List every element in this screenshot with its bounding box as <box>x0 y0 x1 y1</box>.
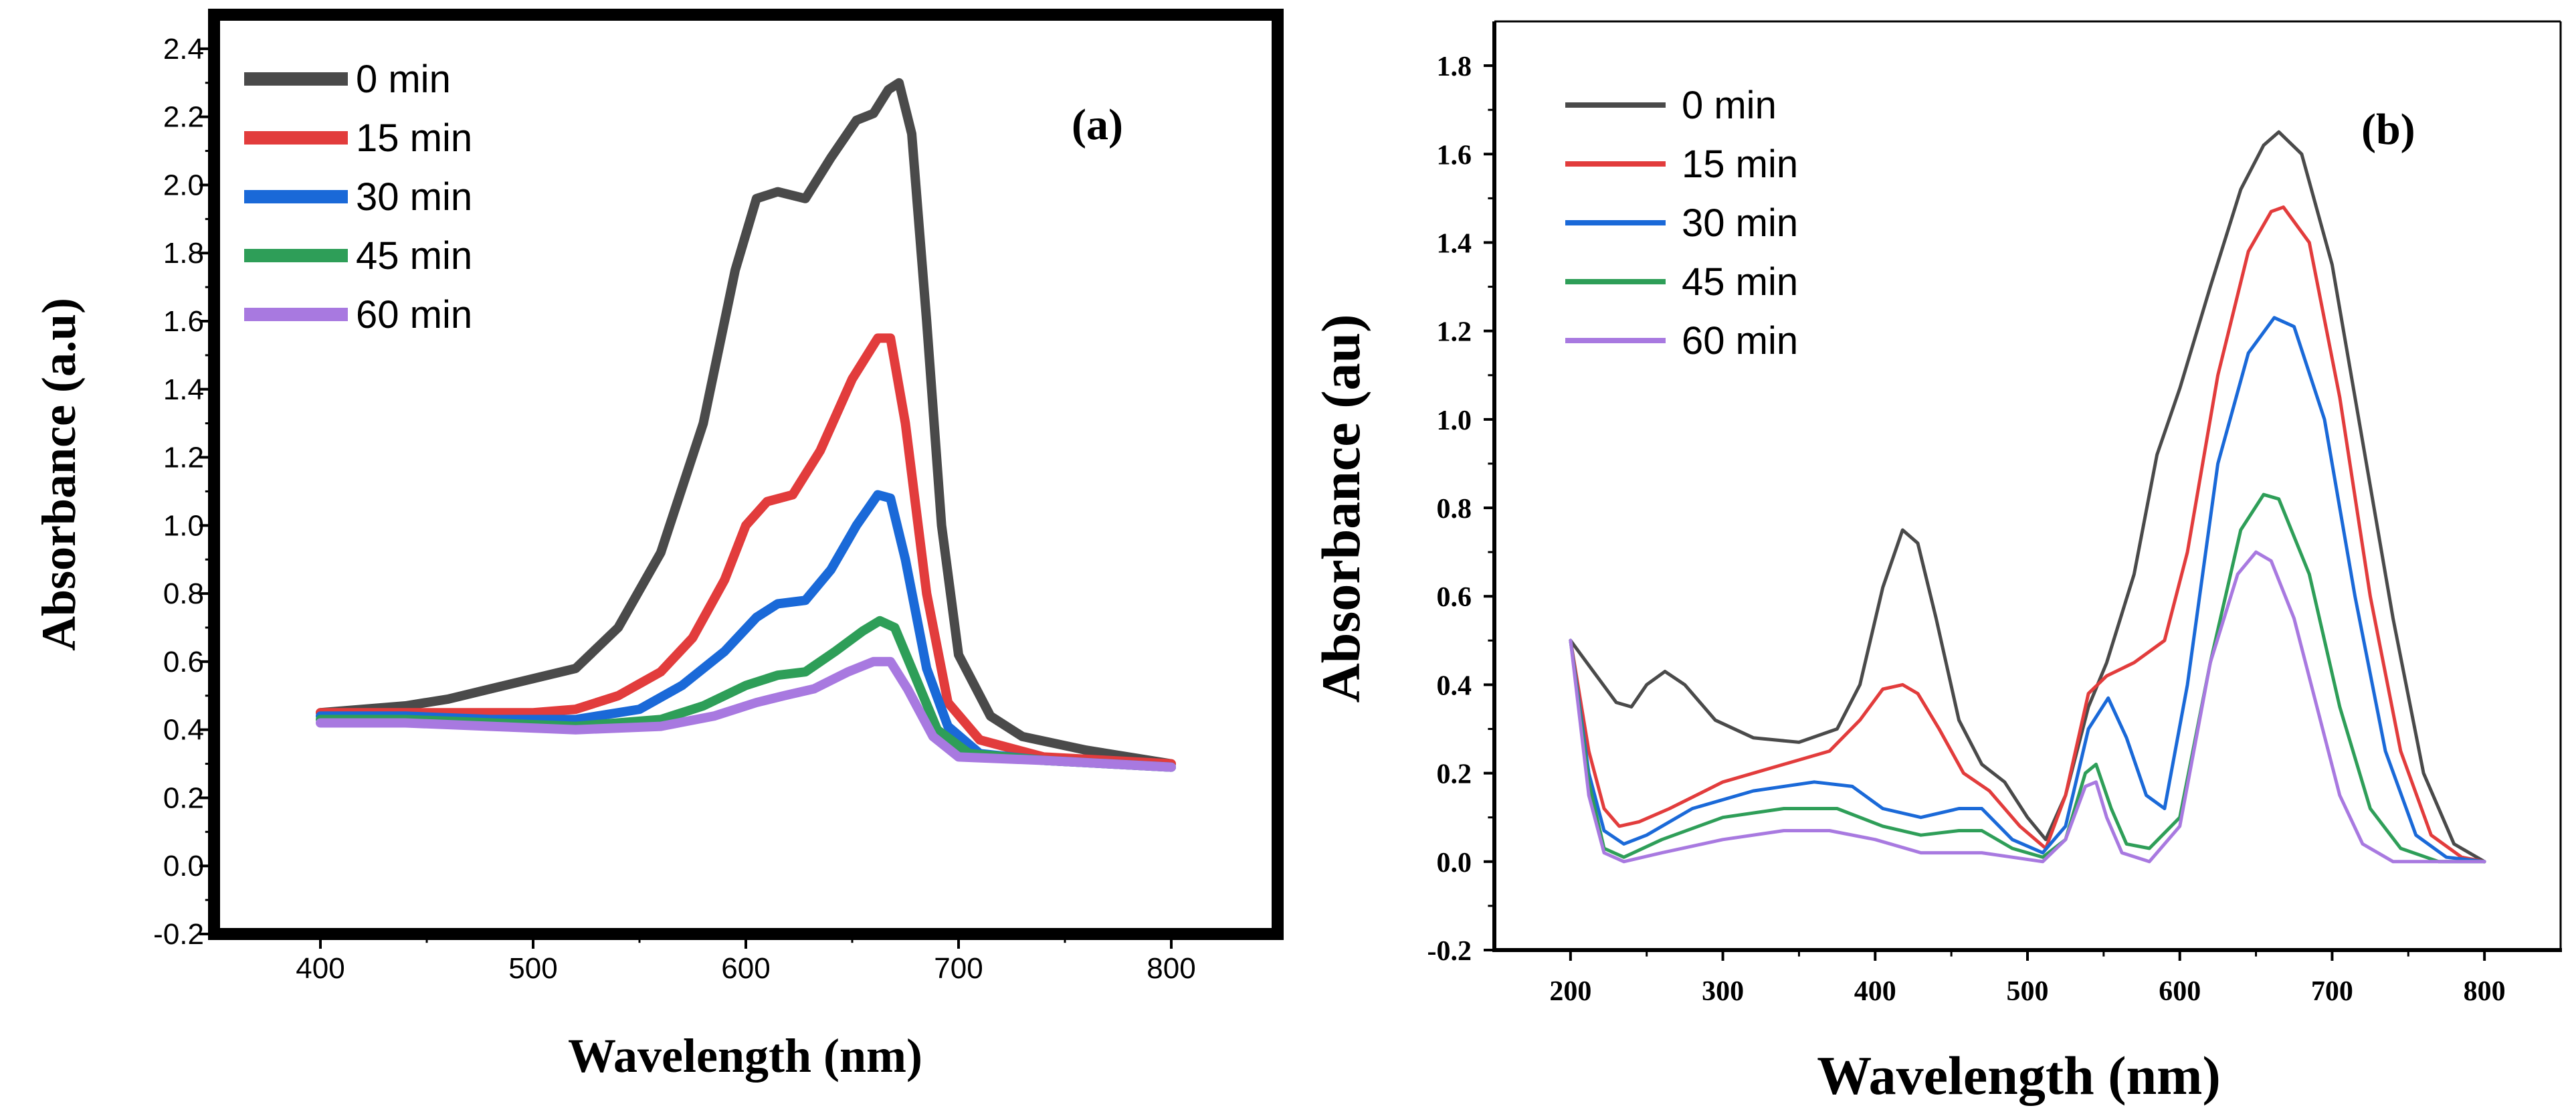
panel-a-y-tick-label: 0.2 <box>163 781 204 814</box>
panel-b-series-60-min <box>1569 550 2486 864</box>
panel-b-x-tick-label: 800 <box>2464 976 2506 1007</box>
panel-a-label: (a) <box>1072 100 1123 149</box>
panel-a-y-tick-label: 1.2 <box>163 442 204 474</box>
legend-b-label-0: 0 min <box>1682 84 1777 127</box>
panel-b-x-tick-label: 200 <box>1549 976 1591 1007</box>
legend-b-label-2: 30 min <box>1682 201 1798 245</box>
panel-a-y-tick-label: 1.6 <box>163 305 204 338</box>
panel-a-ticks: 400 500 600 700 800 -0.2 0.0 0.2 0.4 0.6 0.8 1.0 1.2… <box>153 33 1196 985</box>
panel-b-x-tick-label: 700 <box>2311 976 2353 1007</box>
panel-b-y-tick-label: 0.6 <box>1437 582 1472 613</box>
panel-a-y-tick-label: 1.0 <box>163 509 204 542</box>
panel-b: 200 300 400 500 600 700 800 -0.2 0.0 0.2 0.4 0.6 0.8… <box>1310 20 2562 1106</box>
panel-a: 400 500 600 700 800 -0.2 0.0 0.2 0.4 0.6 0.8 1.0 1.2… <box>32 9 1284 1083</box>
panel-a-y-tick-label: 0.8 <box>163 577 204 610</box>
panel-a-x-tick-label: 400 <box>296 952 344 985</box>
panel-b-y-tick-label: -0.2 <box>1427 936 1472 967</box>
panel-b-y-tick-label: 1.0 <box>1437 405 1472 436</box>
legend-a-label-4: 60 min <box>356 293 472 337</box>
legend-a-label-0: 0 min <box>356 58 451 101</box>
legend-b-label-3: 45 min <box>1682 260 1798 304</box>
panel-b-series-45-min <box>1569 492 2486 864</box>
panel-a-y-tick-label: 2.4 <box>163 33 204 66</box>
panel-b-y-axis-title: Absorbance (au) <box>1310 314 1371 703</box>
panel-a-legend: 0 min 15 min 30 min 45 min 60 min <box>244 58 472 337</box>
panel-a-y-tick-label: -0.2 <box>153 918 204 951</box>
panel-b-x-tick-label: 600 <box>2159 976 2201 1007</box>
panel-a-y-tick-label: 0.0 <box>163 850 204 882</box>
panel-b-y-tick-label: 1.8 <box>1437 52 1472 82</box>
legend-b-label-4: 60 min <box>1682 319 1798 363</box>
panel-a-series <box>316 78 1176 772</box>
panel-a-x-tick-label: 800 <box>1147 952 1195 985</box>
panel-b-y-tick-label: 0.0 <box>1437 848 1472 878</box>
panel-b-legend: 0 min 15 min 30 min 45 min 60 min <box>1565 84 1798 363</box>
panel-a-y-tick-label: 0.4 <box>163 714 204 747</box>
panel-b-y-tick-label: 0.8 <box>1437 494 1472 525</box>
panel-a-series-0-min <box>316 78 1176 769</box>
panel-a-x-tick-label: 600 <box>721 952 770 985</box>
panel-b-label: (b) <box>2361 105 2415 154</box>
panel-a-x-axis-title: Wavelength (nm) <box>568 1029 922 1083</box>
legend-b-label-1: 15 min <box>1682 143 1798 186</box>
panel-a-y-tick-label: 2.2 <box>163 101 204 134</box>
panel-b-series-15-min <box>1569 205 2486 864</box>
legend-a-label-3: 45 min <box>356 234 472 278</box>
legend-a-label-1: 15 min <box>356 116 472 160</box>
panel-a-series-30-min <box>316 490 1176 772</box>
panel-b-x-tick-label: 500 <box>2007 976 2049 1007</box>
panel-a-y-tick-label: 1.8 <box>163 237 204 270</box>
panel-b-ticks: 200 300 400 500 600 700 800 -0.2 0.0 0.2 0.4 0.6 0.8… <box>1427 52 2506 1007</box>
panel-a-series-15-min <box>316 333 1176 769</box>
panel-b-series-0-min <box>1569 130 2486 864</box>
panel-b-x-axis-title: Wavelength (nm) <box>1817 1045 2221 1106</box>
panel-b-y-tick-label: 0.4 <box>1437 670 1472 701</box>
panel-a-series-60-min <box>316 656 1176 772</box>
panel-b-series <box>1569 130 2486 864</box>
panel-b-y-tick-label: 1.6 <box>1437 140 1472 171</box>
legend-a-label-2: 30 min <box>356 175 472 219</box>
panel-a-y-tick-label: 1.4 <box>163 373 204 406</box>
panel-a-y-axis-title: Absorbance (a.u) <box>32 298 86 651</box>
panel-a-x-tick-label: 500 <box>508 952 557 985</box>
panel-b-y-tick-label: 0.2 <box>1437 759 1472 790</box>
panel-a-y-tick-label: 2.0 <box>163 169 204 201</box>
panel-b-series-30-min <box>1569 316 2486 864</box>
panel-b-y-tick-label: 1.4 <box>1437 228 1472 259</box>
panel-b-x-tick-label: 300 <box>1702 976 1744 1007</box>
panel-b-x-tick-label: 400 <box>1854 976 1896 1007</box>
panel-b-y-tick-label: 1.2 <box>1437 317 1472 348</box>
panel-a-x-tick-label: 700 <box>934 952 983 985</box>
panel-a-y-tick-label: 0.6 <box>163 646 204 678</box>
